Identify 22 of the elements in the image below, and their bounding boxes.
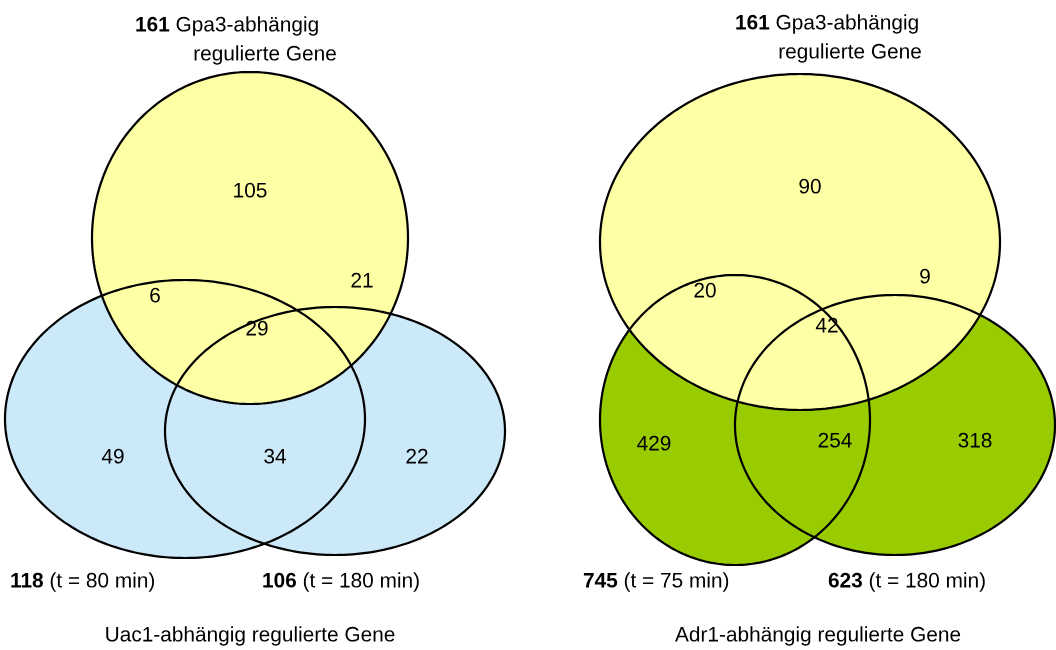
data-label: 49 (101, 448, 124, 464)
data-label: 105 (234, 182, 267, 198)
data-label: 21 (351, 272, 373, 288)
text: 106 (t = 180 min) (263, 572, 419, 592)
data-label: 429 (637, 435, 671, 451)
data-label: 254 (818, 432, 852, 448)
data-label: 9 (920, 268, 930, 284)
text: 161 Gpa3-abhängig regulierte Gene (136, 16, 336, 65)
text: Adr1-abhängig regulierte Gene (675, 626, 961, 646)
text: Uac1-abhängig regulierte Gene (106, 626, 395, 646)
text: 623 (t = 180 min) (828, 572, 985, 592)
text: 161 Gpa3-abhängig regulierte Gene (736, 14, 921, 63)
data-label: 90 (799, 178, 821, 194)
text: 745 (t = 75 min) (583, 572, 729, 592)
data-label: 20 (694, 282, 716, 298)
data-label: 29 (246, 320, 268, 336)
data-label: 34 (264, 448, 286, 464)
text: 118 (t = 80 min) (11, 572, 155, 592)
data-label: 42 (815, 317, 838, 333)
data-label: 22 (406, 448, 428, 464)
data-label: 318 (958, 432, 992, 448)
data-label: 6 (150, 287, 160, 303)
